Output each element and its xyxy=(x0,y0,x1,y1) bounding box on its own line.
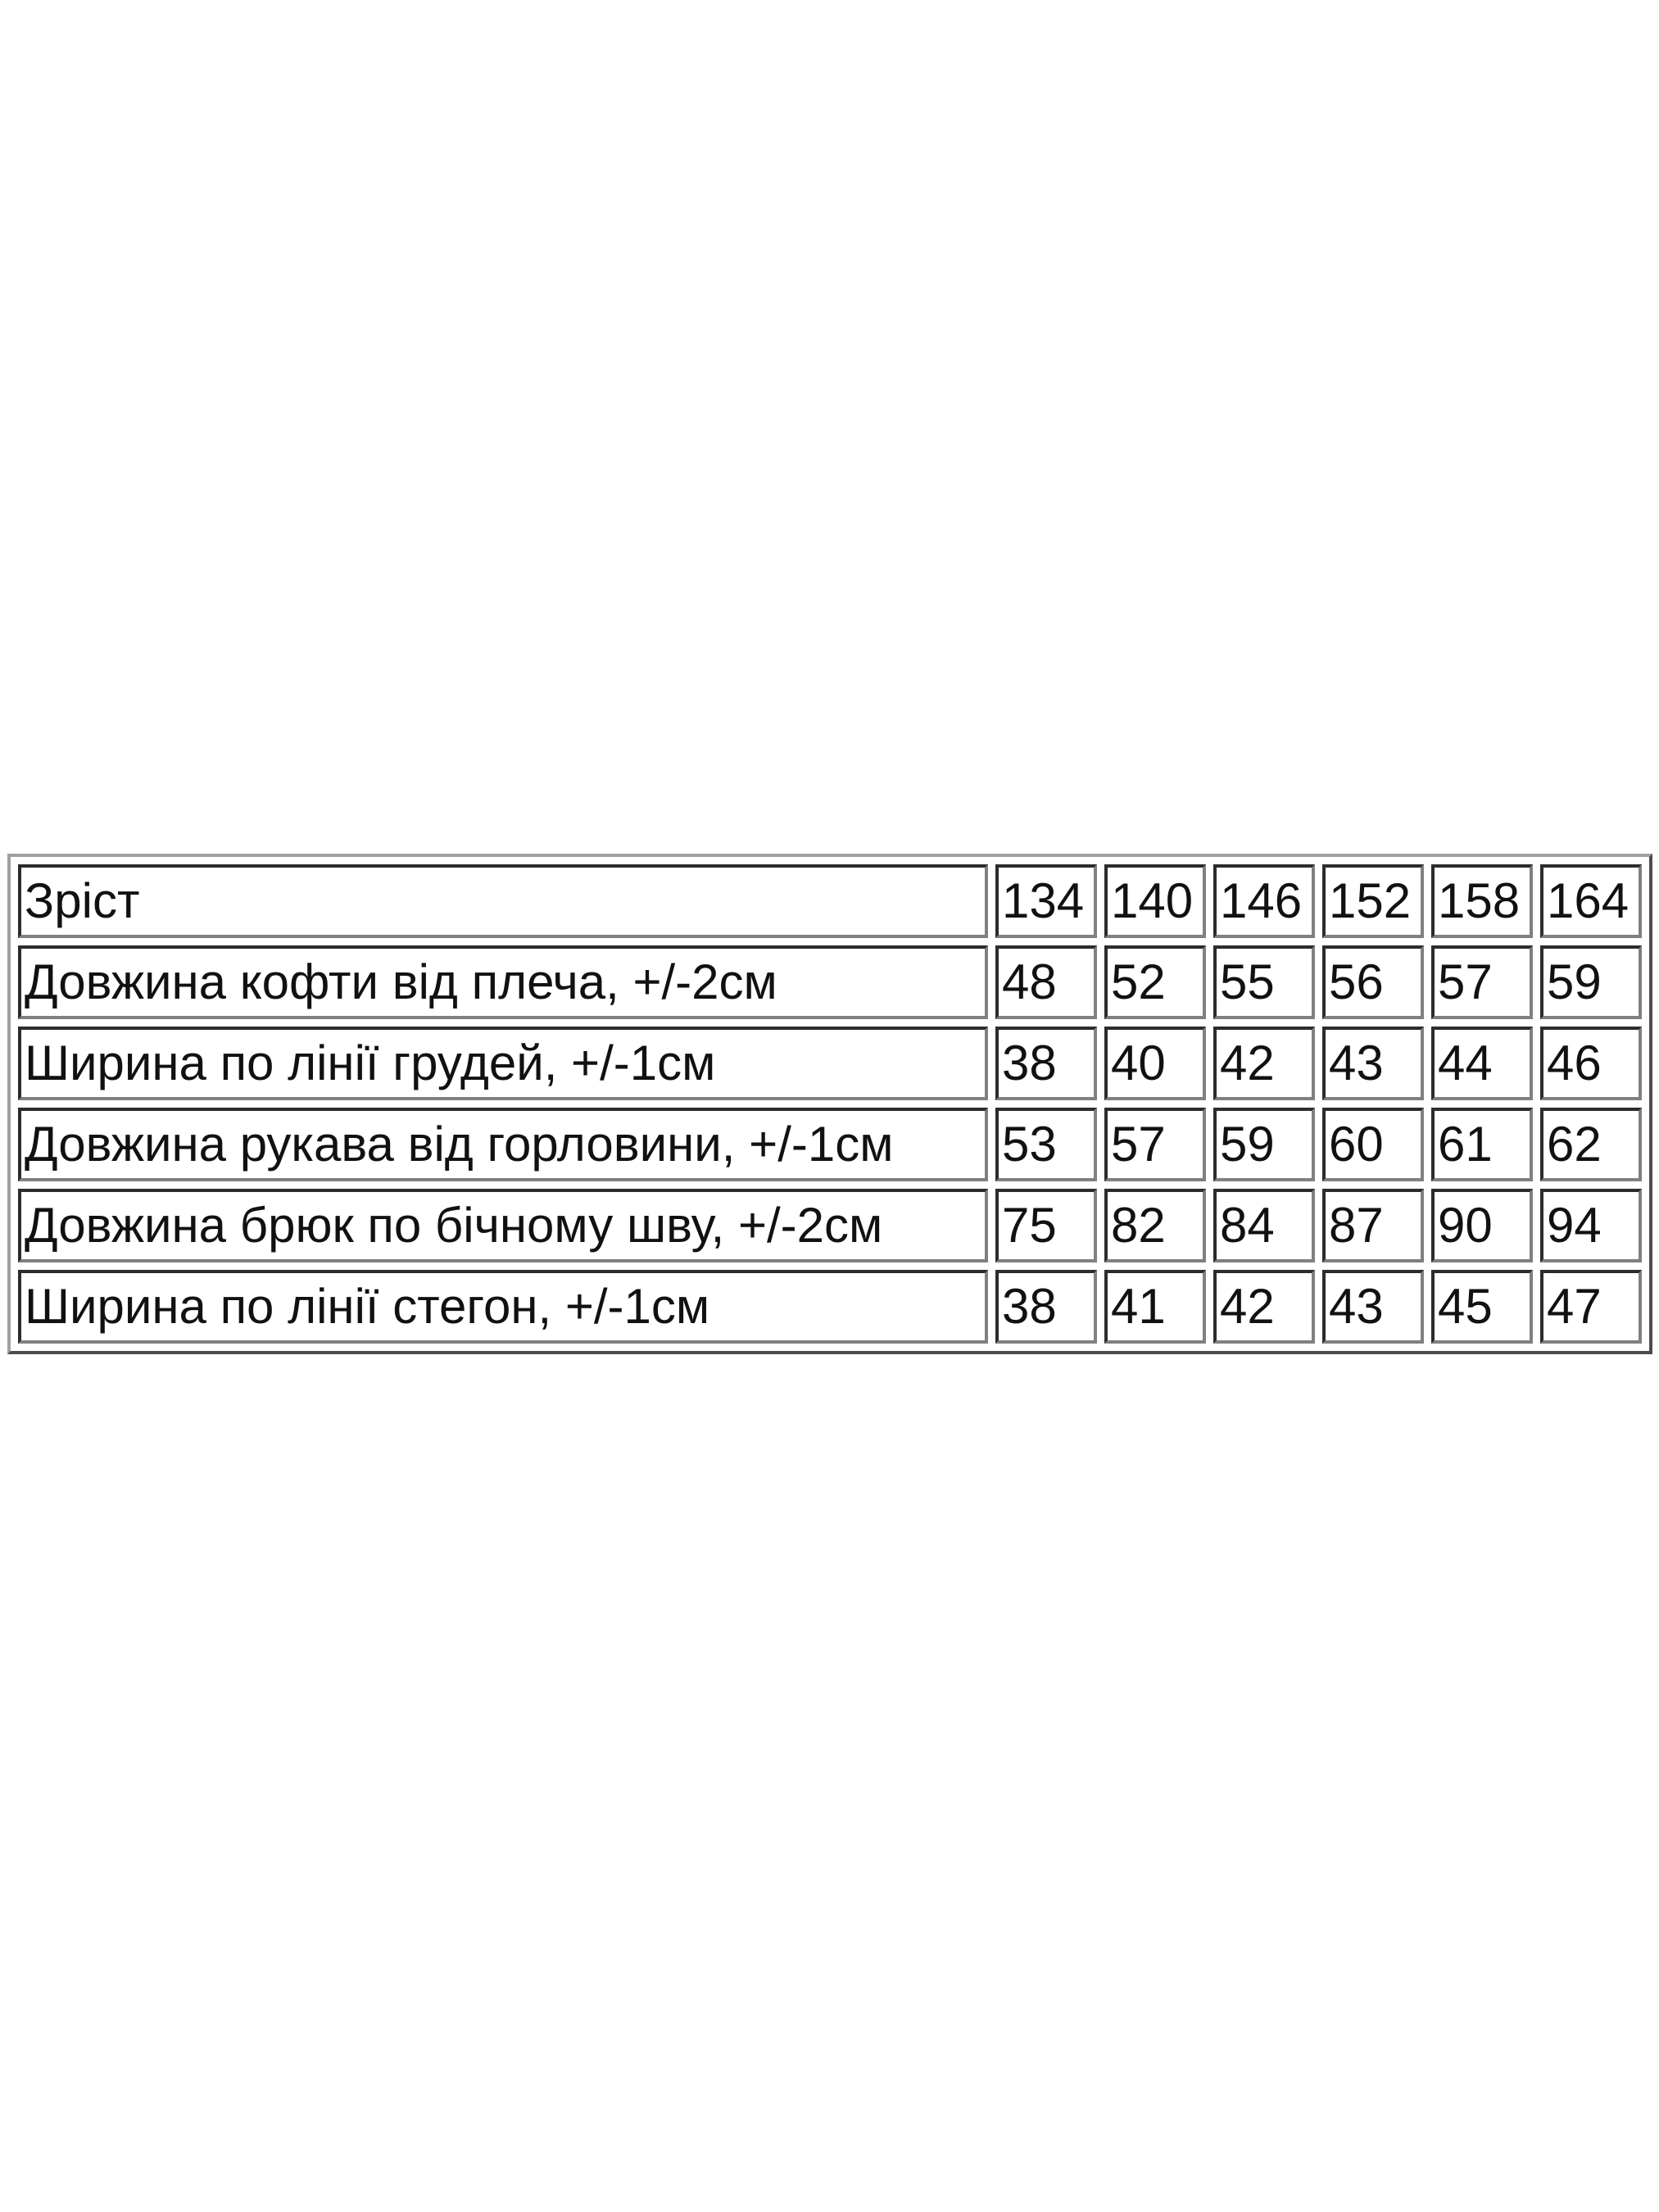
value-cell: 82 xyxy=(1104,1189,1206,1262)
row-label: Довжина рукава від горловини, +/-1см xyxy=(18,1108,988,1181)
table-row: Ширина по лінії грудей, +/-1см 38 40 42 43 44… xyxy=(18,1027,1642,1100)
value-cell: 47 xyxy=(1540,1270,1642,1344)
value-cell: 75 xyxy=(995,1189,1097,1262)
value-cell: 48 xyxy=(995,945,1097,1019)
table-row: Довжина кофти від плеча, +/-2см 48 52 55 56 5… xyxy=(18,945,1642,1019)
value-cell: 46 xyxy=(1540,1027,1642,1100)
value-cell: 55 xyxy=(1213,945,1315,1019)
value-cell: 158 xyxy=(1431,864,1533,938)
table-row: Довжина рукава від горловини, +/-1см 53 57… xyxy=(18,1108,1642,1181)
value-cell: 42 xyxy=(1213,1027,1315,1100)
value-cell: 38 xyxy=(995,1027,1097,1100)
value-cell: 53 xyxy=(995,1108,1097,1181)
value-cell: 43 xyxy=(1322,1270,1424,1344)
value-cell: 45 xyxy=(1431,1270,1533,1344)
value-cell: 60 xyxy=(1322,1108,1424,1181)
value-cell: 134 xyxy=(995,864,1097,938)
value-cell: 152 xyxy=(1322,864,1424,938)
value-cell: 57 xyxy=(1104,1108,1206,1181)
value-cell: 56 xyxy=(1322,945,1424,1019)
row-label: Довжина брюк по бічному шву, +/-2см xyxy=(18,1189,988,1262)
value-cell: 164 xyxy=(1540,864,1642,938)
value-cell: 59 xyxy=(1540,945,1642,1019)
value-cell: 84 xyxy=(1213,1189,1315,1262)
header-row: Зріст 134 140 146 152 158 164 xyxy=(18,864,1642,938)
value-cell: 38 xyxy=(995,1270,1097,1344)
value-cell: 87 xyxy=(1322,1189,1424,1262)
value-cell: 42 xyxy=(1213,1270,1315,1344)
value-cell: 57 xyxy=(1431,945,1533,1019)
table-row: Довжина брюк по бічному шву, +/-2см 75 82 8… xyxy=(18,1189,1642,1262)
value-cell: 43 xyxy=(1322,1027,1424,1100)
value-cell: 52 xyxy=(1104,945,1206,1019)
row-label: Довжина кофти від плеча, +/-2см xyxy=(18,945,988,1019)
value-cell: 90 xyxy=(1431,1189,1533,1262)
value-cell: 59 xyxy=(1213,1108,1315,1181)
row-label: Зріст xyxy=(18,864,988,938)
value-cell: 61 xyxy=(1431,1108,1533,1181)
row-label: Ширина по лінії стегон, +/-1см xyxy=(18,1270,988,1344)
value-cell: 94 xyxy=(1540,1189,1642,1262)
value-cell: 44 xyxy=(1431,1027,1533,1100)
value-cell: 40 xyxy=(1104,1027,1206,1100)
size-chart-table: Зріст 134 140 146 152 158 164 Довжина кофти від… xyxy=(7,854,1652,1354)
value-cell: 146 xyxy=(1213,864,1315,938)
value-cell: 41 xyxy=(1104,1270,1206,1344)
value-cell: 62 xyxy=(1540,1108,1642,1181)
row-label: Ширина по лінії грудей, +/-1см xyxy=(18,1027,988,1100)
table-row: Ширина по лінії стегон, +/-1см 38 41 42 43 45… xyxy=(18,1270,1642,1344)
value-cell: 140 xyxy=(1104,864,1206,938)
